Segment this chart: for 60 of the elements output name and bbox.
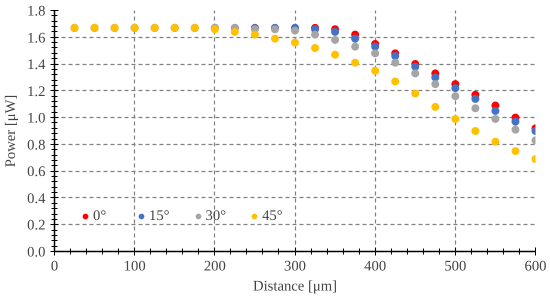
- x-tick-label: 400: [364, 258, 386, 274]
- point: [371, 66, 380, 75]
- point: [270, 34, 279, 43]
- y-tick-label: 0.2: [27, 218, 46, 234]
- legend-label: 0°: [93, 208, 108, 224]
- point: [471, 94, 480, 103]
- y-tick-label: 1.4: [27, 57, 46, 74]
- point: [411, 90, 420, 98]
- legend-label: 15°: [149, 208, 170, 224]
- point: [351, 58, 360, 67]
- point: [311, 44, 320, 52]
- x-tick-label: 200: [204, 258, 226, 274]
- y-tick-label: 1.6: [27, 30, 46, 46]
- point: [451, 84, 460, 92]
- y-tick-label: 1.2: [27, 84, 46, 100]
- x-tick-label: 100: [124, 258, 146, 274]
- point: [491, 138, 500, 146]
- x-axis-title: Distance [μm]: [253, 278, 337, 294]
- y-tick-label: 0.4: [27, 190, 46, 207]
- y-tick-label: 0.8: [27, 137, 46, 154]
- legend-label: 30°: [206, 208, 226, 224]
- point: [351, 34, 360, 43]
- y-tick-label: 0.0: [27, 244, 46, 260]
- point: [391, 52, 400, 60]
- point: [371, 49, 380, 58]
- point: [491, 114, 500, 123]
- legend-label: 45°: [262, 208, 283, 224]
- point: [511, 118, 520, 126]
- x-tick-label: 500: [444, 258, 466, 274]
- point: [291, 26, 299, 35]
- point: [511, 147, 520, 156]
- x-tick-label: 600: [524, 258, 546, 274]
- point: [471, 104, 480, 112]
- point: [391, 77, 400, 86]
- y-tick-label: 0.6: [27, 164, 46, 180]
- y-tick-label: 1.8: [27, 4, 46, 20]
- point: [411, 62, 420, 71]
- point: [511, 126, 520, 134]
- y-axis-title: Power [μW]: [3, 94, 20, 168]
- x-tick-label: 0: [50, 258, 58, 274]
- point: [431, 80, 440, 88]
- point: [431, 102, 440, 111]
- point: [431, 73, 440, 82]
- point: [451, 114, 460, 123]
- point: [351, 42, 360, 51]
- point: [371, 42, 380, 51]
- point: [331, 36, 340, 44]
- point: [331, 28, 340, 36]
- y-tick-label: 1.0: [27, 110, 46, 127]
- point: [451, 92, 460, 100]
- point: [471, 127, 480, 135]
- point: [291, 38, 299, 47]
- point: [230, 28, 239, 36]
- point: [331, 50, 340, 59]
- point: [491, 106, 500, 115]
- point: [391, 58, 400, 67]
- point: [311, 30, 320, 39]
- x-tick-label: 300: [284, 258, 306, 274]
- point: [250, 30, 259, 39]
- point: [411, 69, 420, 78]
